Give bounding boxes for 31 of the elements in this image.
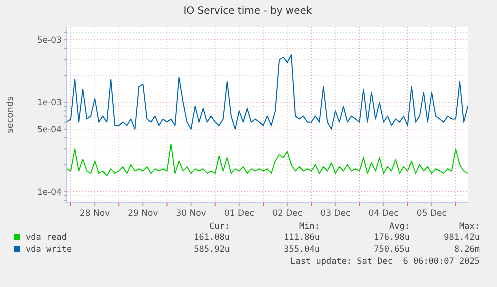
text: Max: — [460, 222, 480, 232]
text: 111.86u — [284, 233, 320, 243]
x-tick-label: 29 Nov — [128, 209, 158, 219]
y-tick-label: 1e-04 — [37, 188, 62, 198]
text: 176.98u — [374, 233, 410, 243]
text: Min: — [300, 222, 320, 232]
text: 8.26m — [454, 245, 480, 255]
text: 981.42u — [444, 233, 480, 243]
y-tick-label: 5e-03 — [37, 36, 62, 46]
x-tick-label: 02 Dec — [272, 209, 303, 219]
text: Last update: Sat Dec 6 06:00:07 2025 — [290, 257, 480, 267]
line-series — [66, 54, 468, 130]
chart-title: IO Service time - by week — [184, 6, 312, 17]
x-tick-label: 03 Dec — [320, 209, 351, 219]
text: Avg: — [390, 222, 410, 232]
text: 585.92u — [194, 245, 230, 255]
y-tick-label: 1e-03 — [37, 98, 62, 108]
x-tick-label: 01 Dec — [224, 209, 255, 219]
line-series — [66, 144, 468, 177]
x-tick-label: 05 Dec — [416, 209, 448, 219]
y-axis-title: seconds — [6, 96, 16, 134]
text: Cur: — [210, 222, 230, 232]
text: 750.65u — [374, 245, 410, 255]
x-tick-label: 04 Dec — [368, 209, 400, 219]
text: 355.04u — [284, 245, 320, 255]
x-tick-label: 28 Nov — [80, 209, 110, 219]
y-tick-label: 5e-04 — [37, 125, 62, 136]
legend-label: vda write — [26, 245, 72, 255]
legend-label: vda read — [26, 233, 67, 243]
text: 161.08u — [194, 233, 230, 243]
x-tick-label: 30 Nov — [176, 209, 206, 219]
